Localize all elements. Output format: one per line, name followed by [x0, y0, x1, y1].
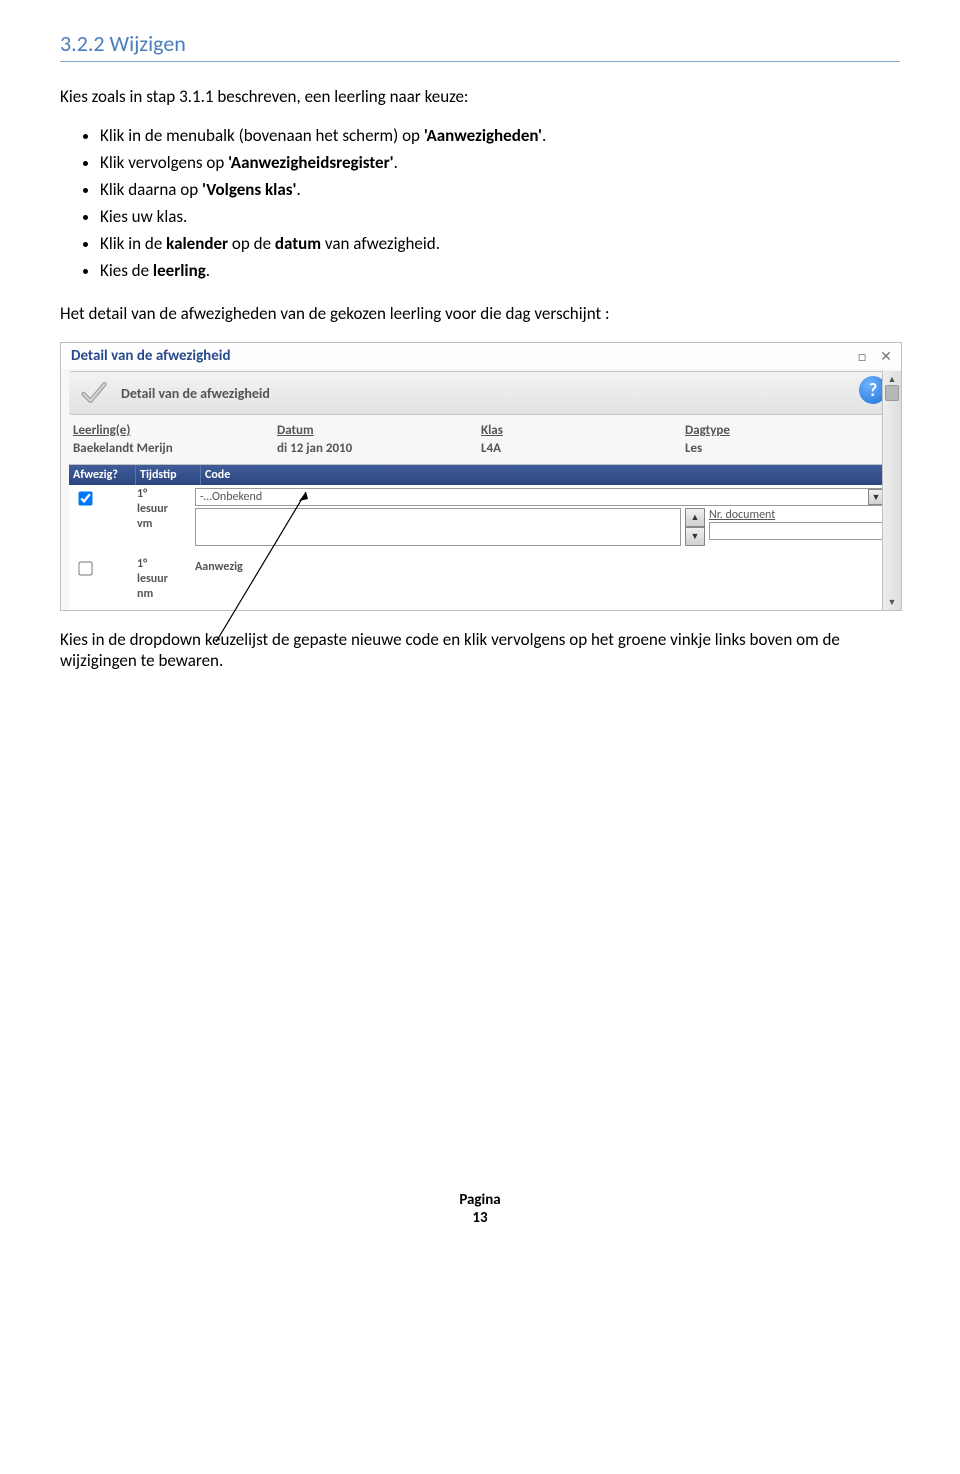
list-item: Klik in de kalender op de datum van afwe…	[100, 233, 900, 254]
field-label-klas: Klas	[481, 423, 685, 438]
spin-up-icon[interactable]: ▲	[685, 508, 705, 527]
detail-paragraph: Het detail van de afwezigheden van de ge…	[60, 303, 900, 324]
list-item: Klik vervolgens op 'Aanwezigheidsregiste…	[100, 152, 900, 173]
scrollbar[interactable]: ▲ ▼	[882, 371, 901, 610]
save-check-icon[interactable]	[77, 378, 111, 408]
window-titlebar: Detail van de afwezigheid □ ✕	[61, 343, 901, 369]
close-icon[interactable]: ✕	[879, 349, 893, 363]
field-label-dagtype: Dagtype	[685, 423, 889, 438]
grid-header-code: Code	[201, 465, 893, 485]
field-label-datum: Datum	[277, 423, 481, 438]
grid-row: 1° lesuur vm -…Onbekend ▼ ▲ ▼	[69, 485, 893, 549]
field-label-leerling: Leerling(e)	[73, 423, 277, 438]
grid-row: 1° lesuur nm Aanwezig	[69, 555, 893, 610]
list-item: Klik daarna op 'Volgens klas'.	[100, 179, 900, 200]
toolbar-title: Detail van de afwezigheid	[121, 385, 270, 402]
scroll-up-icon[interactable]: ▲	[886, 373, 898, 385]
section-heading: 3.2.2 Wijzigen	[60, 30, 900, 62]
field-value-datum: di 12 jan 2010	[277, 441, 481, 456]
code-dropdown[interactable]: -…Onbekend ▼	[195, 488, 887, 506]
app-screenshot: Detail van de afwezigheid □ ✕ Detail van…	[60, 342, 902, 611]
afwezig-checkbox[interactable]	[78, 491, 92, 505]
field-value-leerling: Baekelandt Merijn	[73, 441, 277, 456]
toolbar: Detail van de afwezigheid ?	[69, 371, 893, 415]
page-footer: Pagina 13	[60, 1191, 900, 1227]
grid-header-tijdstip: Tijdstip	[136, 465, 201, 485]
aanwezig-status: Aanwezig	[195, 558, 887, 574]
absence-grid: Afwezig? Tijdstip Code 1° lesuur vm -…On…	[69, 464, 893, 610]
list-item: Kies de leerling.	[100, 260, 900, 281]
scroll-thumb[interactable]	[885, 385, 899, 401]
maximize-icon[interactable]: □	[855, 349, 869, 363]
remark-textarea[interactable]	[195, 508, 681, 546]
closing-paragraph: Kies in de dropdown keuzelijst de gepast…	[60, 629, 900, 671]
grid-header-afwezig: Afwezig?	[69, 465, 136, 485]
afwezig-checkbox[interactable]	[78, 561, 92, 575]
window-title: Detail van de afwezigheid	[71, 347, 231, 365]
tijdstip-cell: 1° lesuur nm	[137, 555, 193, 604]
dropdown-value: -…Onbekend	[200, 490, 262, 504]
spin-down-icon[interactable]: ▼	[685, 527, 705, 546]
tijdstip-cell: 1° lesuur vm	[137, 485, 193, 549]
list-item: Klik in de menubalk (bovenaan het scherm…	[100, 125, 900, 146]
scroll-down-icon[interactable]: ▼	[886, 596, 898, 608]
grid-header-row: Afwezig? Tijdstip Code	[69, 465, 893, 485]
intro-paragraph: Kies zoals in stap 3.1.1 beschreven, een…	[60, 86, 900, 107]
info-fields: Leerling(e) Baekelandt Merijn Datum di 1…	[61, 421, 901, 464]
list-item: Kies uw klas.	[100, 206, 900, 227]
nrdoc-label: Nr. document	[709, 508, 887, 522]
field-value-dagtype: Les	[685, 441, 889, 456]
nrdoc-input[interactable]	[709, 522, 887, 540]
instruction-list: Klik in de menubalk (bovenaan het scherm…	[100, 125, 900, 281]
field-value-klas: L4A	[481, 441, 685, 456]
